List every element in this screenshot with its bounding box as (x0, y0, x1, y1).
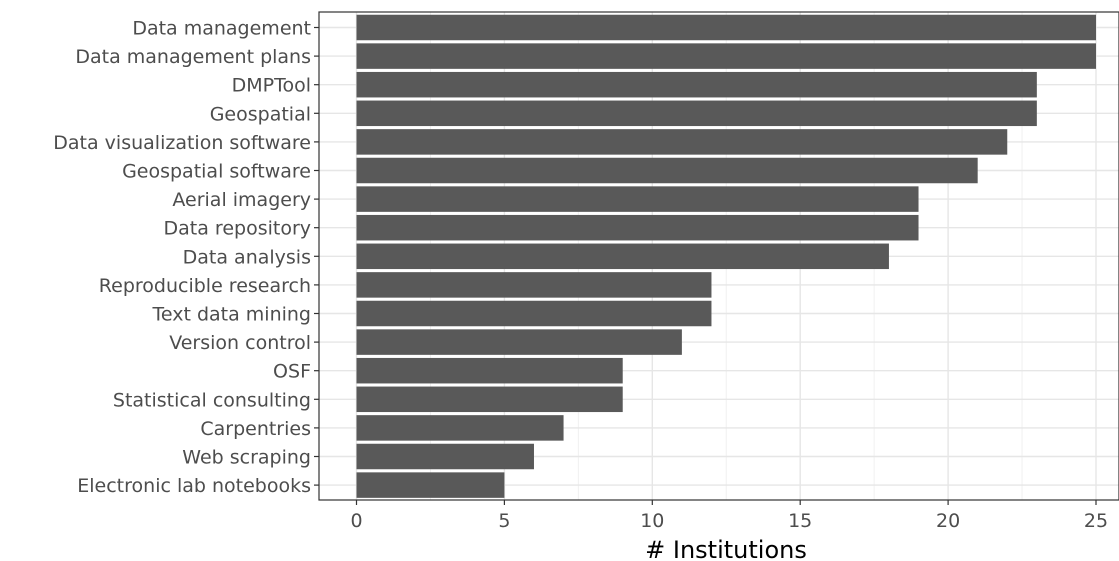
category-label: Aerial imagery (172, 189, 311, 211)
category-label: DMPTool (232, 75, 311, 97)
x-tick-label: 5 (498, 510, 510, 532)
x-tick-label: 15 (788, 510, 812, 532)
category-label: Geospatial (210, 103, 311, 125)
bar (356, 100, 1037, 127)
category-label: OSF (273, 361, 311, 383)
bar (356, 129, 1008, 155)
bar (356, 300, 712, 327)
bar (356, 443, 534, 470)
category-label: Data repository (164, 218, 311, 240)
category-label: Carpentries (200, 418, 311, 440)
category-label: Web scraping (182, 447, 311, 469)
y-axis: Data management Data management plans DMPT… (53, 18, 319, 497)
bar (356, 186, 919, 212)
x-tick-label: 10 (640, 510, 664, 532)
bar (356, 157, 978, 184)
category-label: Data analysis (183, 246, 311, 268)
category-label: Statistical consulting (113, 389, 311, 411)
category-label: Data management plans (75, 46, 311, 68)
x-tick-label: 20 (936, 510, 960, 532)
bar (356, 71, 1037, 98)
bar (356, 43, 1096, 69)
bar (356, 329, 682, 355)
category-label: Data management (132, 18, 311, 40)
bar (356, 272, 712, 298)
category-label: Electronic lab notebooks (77, 475, 311, 497)
bar (356, 243, 889, 270)
bar (356, 386, 623, 413)
category-label: Geospatial software (122, 161, 311, 183)
bar (356, 214, 919, 241)
x-tick-label: 25 (1084, 510, 1108, 532)
bar (356, 415, 564, 441)
category-label: Reproducible research (99, 275, 311, 297)
category-label: Version control (169, 332, 311, 354)
x-axis-title: # Institutions (645, 536, 807, 561)
bar (356, 472, 505, 498)
x-tick-label: 0 (350, 510, 362, 532)
category-label: Text data mining (151, 304, 311, 326)
category-label: Data visualization software (53, 132, 311, 154)
x-axis: 0 5 10 15 20 25 (350, 500, 1108, 532)
bars (356, 14, 1096, 498)
bar (356, 357, 623, 384)
bar (356, 14, 1096, 41)
